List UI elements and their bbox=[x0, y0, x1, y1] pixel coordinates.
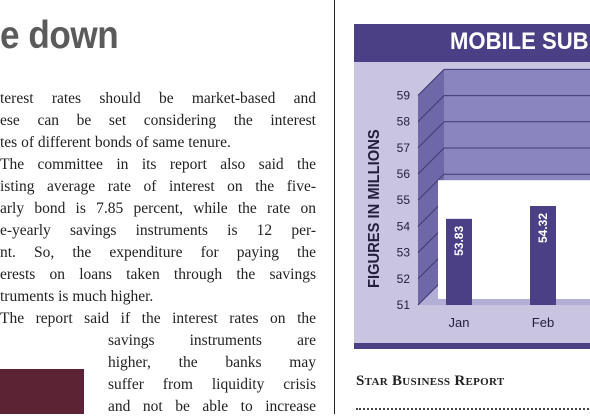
bar bbox=[446, 218, 472, 305]
bar bbox=[530, 206, 556, 305]
article-line: suffer from liquidity crisis bbox=[108, 376, 316, 393]
chart-bottom-bar bbox=[354, 343, 590, 349]
y-tick-label: 54 bbox=[397, 219, 411, 233]
bar-chart: 51 52 53 54 55 56 57 58 59 53.83 Jan 54.32 Feb bbox=[397, 68, 590, 330]
gridline-side bbox=[417, 69, 445, 96]
article-line: tes of different bonds of same tenure. bbox=[0, 134, 231, 151]
x-tick-label: Feb bbox=[532, 315, 554, 330]
article-line: truments is much higher. bbox=[0, 288, 154, 305]
article-photo bbox=[0, 369, 84, 414]
y-tick-label: 59 bbox=[397, 88, 411, 102]
bar-value-label: 54.32 bbox=[536, 213, 550, 243]
y-tick-label: 56 bbox=[397, 167, 411, 181]
article-line: erests on loans taken through the saving… bbox=[0, 266, 316, 283]
y-tick-label: 55 bbox=[397, 193, 411, 207]
x-tick-label: Jan bbox=[449, 315, 470, 330]
y-tick-label: 52 bbox=[397, 272, 411, 286]
article-line: savings instruments are bbox=[108, 332, 316, 349]
y-tick-label: 53 bbox=[397, 246, 411, 260]
y-tick-label: 51 bbox=[397, 298, 411, 312]
article-line: The committee in its report also said th… bbox=[0, 156, 316, 173]
byline: Star Business Report bbox=[356, 373, 505, 389]
bar-value-label: 53.83 bbox=[452, 226, 466, 256]
y-tick-label: 58 bbox=[397, 115, 411, 129]
chart-title-bar bbox=[354, 24, 590, 62]
article-line: isting average rate of interest on the f… bbox=[0, 178, 316, 195]
article-line: ese can be set considering the interest bbox=[0, 112, 316, 129]
gridline-side bbox=[417, 147, 445, 175]
column-rule bbox=[334, 0, 335, 414]
article-line: and not be able to increase bbox=[108, 398, 316, 415]
article-line: e-yearly savings instruments is 12 per- bbox=[0, 222, 316, 239]
dotted-separator bbox=[356, 408, 590, 410]
y-axis-label: FIGURES IN MILLIONS bbox=[366, 129, 383, 288]
y-tick-label: 57 bbox=[397, 141, 411, 155]
gridline-side bbox=[417, 95, 445, 122]
article-line: arly bond is 7.85 percent, while the rat… bbox=[0, 200, 316, 217]
article-headline: e down bbox=[0, 14, 119, 57]
article-line: higher, the banks may bbox=[108, 354, 316, 371]
gridline-side bbox=[417, 173, 445, 201]
article-line: The report said if the interest rates on… bbox=[0, 310, 316, 327]
gridline-side bbox=[417, 121, 445, 149]
article-line: terest rates should be market-based and bbox=[0, 90, 316, 107]
chart-title: MOBILE SUB bbox=[450, 28, 589, 55]
article-line: nt. So, the expenditure for paying the bbox=[0, 244, 316, 261]
